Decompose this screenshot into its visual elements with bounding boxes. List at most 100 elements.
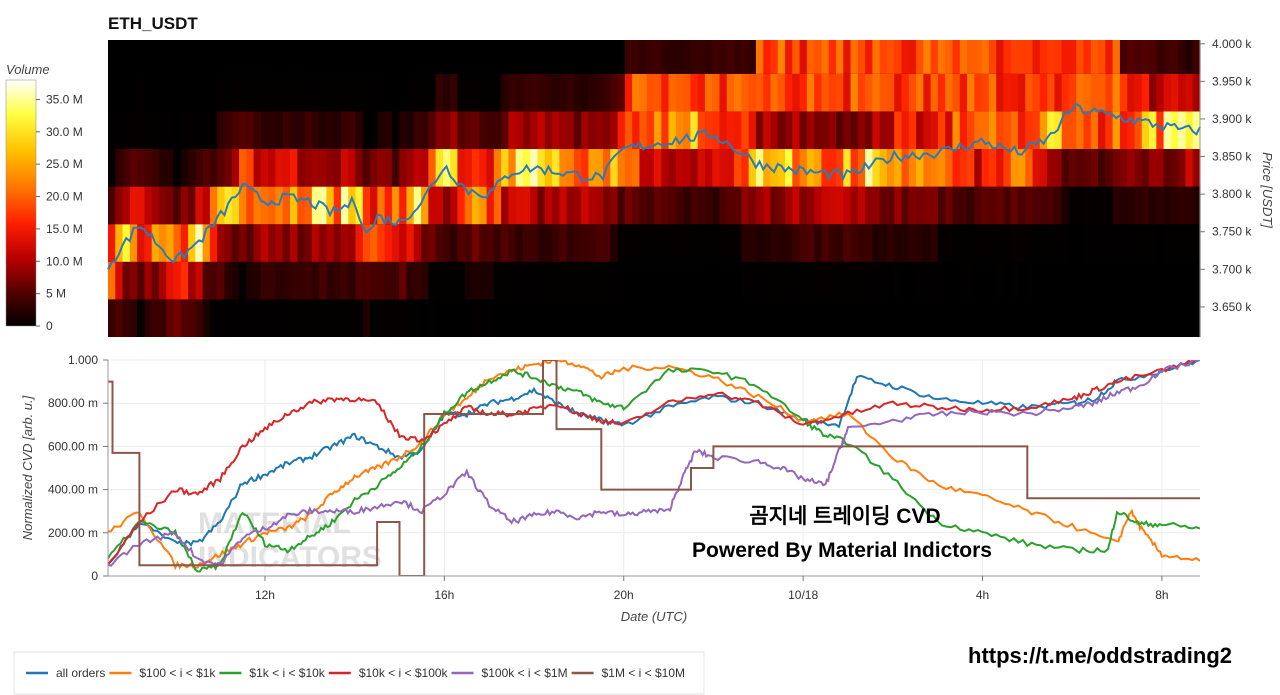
heatmap-cell xyxy=(260,299,269,337)
heatmap-cell xyxy=(1083,261,1092,300)
heatmap-cell xyxy=(566,73,575,112)
heatmap-cell xyxy=(639,149,648,187)
heatmap-cell xyxy=(173,149,182,187)
heatmap-cell xyxy=(209,111,218,150)
heatmap-cell xyxy=(755,149,764,187)
heatmap-cell xyxy=(967,186,975,225)
legend-item-1k-i-10k[interactable]: $1k < i < $10k xyxy=(249,666,325,680)
heatmap-cell xyxy=(209,40,218,74)
legend-item-all-orders[interactable]: all orders xyxy=(56,666,105,680)
heatmap-cell xyxy=(930,186,939,225)
heatmap-cell xyxy=(646,186,655,225)
heatmap-cell xyxy=(370,111,378,150)
heatmap-cell xyxy=(865,186,873,225)
legend-item-10k-i-100k[interactable]: $10k < i < $100k xyxy=(359,666,449,680)
heatmap-cell xyxy=(1039,149,1048,187)
heatmap-cell xyxy=(770,299,779,337)
heatmap-cell xyxy=(246,149,255,187)
heatmap-cell xyxy=(239,224,247,262)
heatmap-cell xyxy=(923,40,932,74)
heatmap-cell xyxy=(1090,224,1099,262)
heatmap-cell xyxy=(763,299,772,337)
heatmap-cell xyxy=(974,186,983,225)
heatmap-cell xyxy=(464,149,473,187)
heatmap-cell xyxy=(472,40,480,74)
heatmap-cell xyxy=(959,73,968,112)
heatmap-cell xyxy=(144,73,153,112)
heatmap-cell xyxy=(326,186,335,225)
heatmap-cell xyxy=(217,224,226,262)
heatmap-cell xyxy=(981,224,990,262)
heatmap-cell xyxy=(777,224,786,262)
heatmap-cell xyxy=(945,186,954,225)
heatmap-cell xyxy=(1185,73,1194,112)
heatmap-cell xyxy=(683,299,691,337)
heatmap-cell xyxy=(1047,73,1055,112)
heatmap-cell xyxy=(537,111,546,150)
heatmap-cell xyxy=(290,111,298,150)
heatmap-cell xyxy=(719,73,728,112)
heatmap-cell xyxy=(996,261,1005,300)
heatmap-cell xyxy=(763,149,772,187)
heatmap-cell xyxy=(362,261,371,300)
heatmap-cell xyxy=(792,149,801,187)
heatmap-cell xyxy=(704,149,713,187)
heatmap-cell xyxy=(180,261,189,300)
heatmap-cell xyxy=(166,261,175,300)
heatmap-cell xyxy=(231,186,240,225)
heatmap-cell xyxy=(151,73,160,112)
heatmap-cell xyxy=(843,73,852,112)
heatmap-cell xyxy=(646,299,655,337)
heatmap-cell xyxy=(297,299,306,337)
heatmap-cell xyxy=(828,73,837,112)
heatmap-cell xyxy=(617,149,626,187)
heatmap-cell xyxy=(792,186,801,225)
heatmap-cell xyxy=(464,111,473,150)
legend-item-100k-i-1m[interactable]: $100k < i < $1M xyxy=(482,666,568,680)
heatmap-cell xyxy=(340,224,349,262)
heatmap-cell xyxy=(559,73,568,112)
heatmap-cell xyxy=(588,73,597,112)
footer-url[interactable]: https://t.me/oddstrading2 xyxy=(968,643,1232,668)
heatmap-cell xyxy=(872,186,881,225)
heatmap-cell xyxy=(1068,224,1077,262)
heatmap-cell xyxy=(166,40,175,74)
heatmap-cell xyxy=(472,224,480,262)
heatmap-cell xyxy=(639,261,648,300)
heatmap-cell xyxy=(311,111,320,150)
heatmap-cell xyxy=(646,224,655,262)
heatmap-cell xyxy=(158,261,167,300)
heatmap-cell xyxy=(719,299,728,337)
heatmap-cell xyxy=(515,186,524,225)
heatmap-cell xyxy=(624,261,633,300)
heatmap-cell xyxy=(260,224,269,262)
heatmap-cell xyxy=(202,224,211,262)
heatmap-cell xyxy=(654,111,662,150)
cvd-y-tick-label: 400.00 m xyxy=(48,483,98,497)
heatmap-cell xyxy=(1090,111,1099,150)
heatmap-cell xyxy=(290,149,298,187)
heatmap-cell xyxy=(508,299,517,337)
heatmap-cell xyxy=(333,40,342,74)
legend-item-1m-i-10m[interactable]: $1M < i < $10M xyxy=(602,666,685,680)
legend-item-100-i-1k[interactable]: $100 < i < $1k xyxy=(139,666,216,680)
heatmap-cell xyxy=(937,261,946,300)
heatmap-cell xyxy=(115,299,124,337)
heatmap-cell xyxy=(559,149,568,187)
heatmap-cell xyxy=(894,224,903,262)
heatmap-cell xyxy=(850,111,859,150)
heatmap-cell xyxy=(129,261,138,300)
heatmap-cell xyxy=(1003,224,1012,262)
heatmap-cell xyxy=(115,111,124,150)
heatmap-cell xyxy=(537,261,546,300)
heatmap-cell xyxy=(122,224,131,262)
heatmap-cell xyxy=(624,299,633,337)
heatmap-cell xyxy=(726,261,735,300)
heatmap-cell xyxy=(508,40,517,74)
heatmap-cell xyxy=(1134,149,1143,187)
heatmap-cell xyxy=(588,261,597,300)
heatmap-cell xyxy=(384,73,393,112)
heatmap-cell xyxy=(843,261,852,300)
heatmap-cell xyxy=(1185,186,1194,225)
heatmap-cell xyxy=(377,40,386,74)
